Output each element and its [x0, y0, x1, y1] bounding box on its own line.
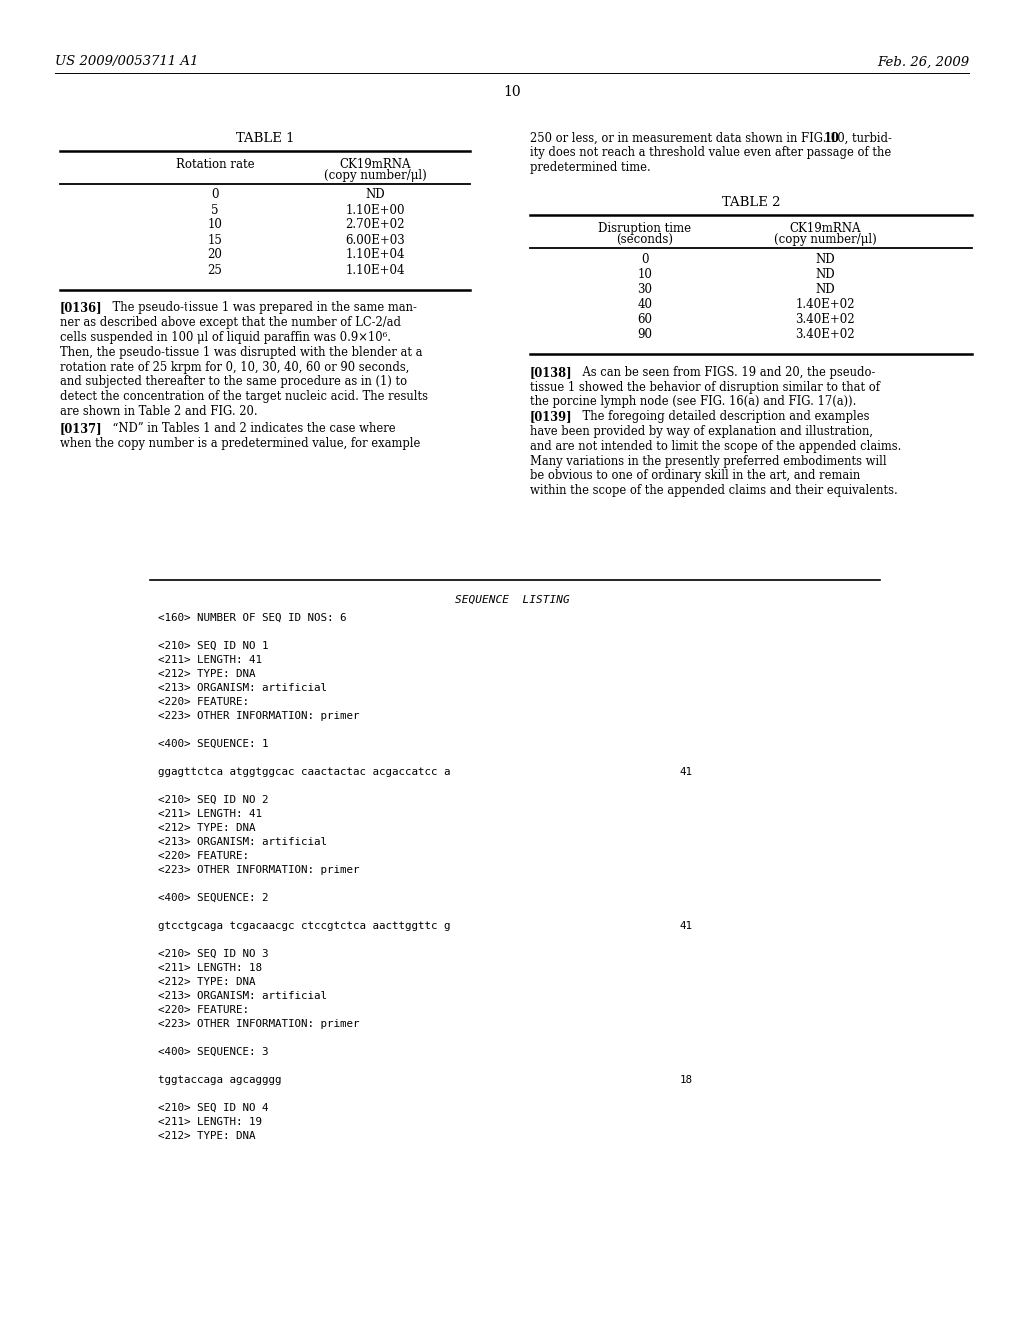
Text: <211> LENGTH: 41: <211> LENGTH: 41: [158, 655, 262, 665]
Text: [0137]: [0137]: [60, 422, 102, 434]
Text: ggagttctca atggtggcac caactactac acgaccatcc a: ggagttctca atggtggcac caactactac acgacca…: [158, 767, 451, 777]
Text: CK19mRNA: CK19mRNA: [339, 157, 411, 170]
Text: <220> FEATURE:: <220> FEATURE:: [158, 1005, 249, 1015]
Text: predetermined time.: predetermined time.: [530, 161, 650, 174]
Text: tissue 1 showed the behavior of disruption similar to that of: tissue 1 showed the behavior of disrupti…: [530, 380, 880, 393]
Text: [0139]: [0139]: [530, 411, 572, 424]
Text: 30: 30: [638, 282, 652, 296]
Text: <212> TYPE: DNA: <212> TYPE: DNA: [158, 1131, 256, 1140]
Text: 1.10E+04: 1.10E+04: [345, 248, 404, 261]
Text: [0138]: [0138]: [530, 366, 572, 379]
Text: (seconds): (seconds): [616, 232, 674, 246]
Text: 3.40E+02: 3.40E+02: [796, 313, 855, 326]
Text: 10: 10: [824, 132, 840, 144]
Text: 20: 20: [208, 248, 222, 261]
Text: 10: 10: [638, 268, 652, 281]
Text: ity does not reach a threshold value even after passage of the: ity does not reach a threshold value eve…: [530, 147, 891, 160]
Text: <213> ORGANISM: artificial: <213> ORGANISM: artificial: [158, 991, 327, 1001]
Text: <220> FEATURE:: <220> FEATURE:: [158, 851, 249, 861]
Text: (copy number/μl): (copy number/μl): [773, 232, 877, 246]
Text: <400> SEQUENCE: 3: <400> SEQUENCE: 3: [158, 1047, 268, 1057]
Text: US 2009/0053711 A1: US 2009/0053711 A1: [55, 55, 199, 69]
Text: <210> SEQ ID NO 4: <210> SEQ ID NO 4: [158, 1104, 268, 1113]
Text: <400> SEQUENCE: 2: <400> SEQUENCE: 2: [158, 894, 268, 903]
Text: tggtaccaga agcagggg: tggtaccaga agcagggg: [158, 1074, 282, 1085]
Text: TABLE 1: TABLE 1: [236, 132, 294, 144]
Text: 25: 25: [208, 264, 222, 276]
Text: 1.40E+02: 1.40E+02: [796, 298, 855, 312]
Text: <210> SEQ ID NO 3: <210> SEQ ID NO 3: [158, 949, 268, 960]
Text: Rotation rate: Rotation rate: [176, 157, 254, 170]
Text: 90: 90: [638, 327, 652, 341]
Text: <223> OTHER INFORMATION: primer: <223> OTHER INFORMATION: primer: [158, 1019, 359, 1030]
Text: within the scope of the appended claims and their equivalents.: within the scope of the appended claims …: [530, 484, 898, 498]
Text: [0136]: [0136]: [60, 301, 102, 314]
Text: SEQUENCE  LISTING: SEQUENCE LISTING: [455, 595, 569, 605]
Text: <211> LENGTH: 19: <211> LENGTH: 19: [158, 1117, 262, 1127]
Text: <212> TYPE: DNA: <212> TYPE: DNA: [158, 822, 256, 833]
Text: Disruption time: Disruption time: [598, 222, 691, 235]
Text: 1: 1: [184, 301, 193, 314]
Text: 40: 40: [638, 298, 652, 312]
Text: <210> SEQ ID NO 1: <210> SEQ ID NO 1: [158, 642, 268, 651]
Text: TABLE 2: TABLE 2: [722, 195, 780, 209]
Text: Many variations in the presently preferred embodiments will: Many variations in the presently preferr…: [530, 454, 887, 467]
Text: 41: 41: [680, 767, 693, 777]
Text: when the copy number is a predetermined value, for example: when the copy number is a predetermined …: [60, 437, 421, 450]
Text: be obvious to one of ordinary skill in the art, and remain: be obvious to one of ordinary skill in t…: [530, 470, 860, 483]
Text: 18: 18: [680, 1074, 693, 1085]
Text: 1.10E+00: 1.10E+00: [345, 203, 404, 216]
Text: 3.40E+02: 3.40E+02: [796, 327, 855, 341]
Text: 15: 15: [208, 234, 222, 247]
Text: ND: ND: [366, 189, 385, 202]
Text: 2.70E+02: 2.70E+02: [345, 219, 404, 231]
Text: 41: 41: [680, 921, 693, 931]
Text: and subjected thereafter to the same procedure as in (1) to: and subjected thereafter to the same pro…: [60, 375, 408, 388]
Text: are shown in Table 2 and FIG. 20.: are shown in Table 2 and FIG. 20.: [60, 405, 258, 418]
Text: rotation rate of 25 krpm for 0, 10, 30, 40, 60 or 90 seconds,: rotation rate of 25 krpm for 0, 10, 30, …: [60, 360, 410, 374]
Text: CK19mRNA: CK19mRNA: [790, 222, 861, 235]
Text: detect the concentration of the target nucleic acid. The results: detect the concentration of the target n…: [60, 391, 428, 404]
Text: 10: 10: [503, 84, 521, 99]
Text: cells suspended in 100 μl of liquid paraffin was 0.9×10⁶.: cells suspended in 100 μl of liquid para…: [60, 331, 391, 345]
Text: and are not intended to limit the scope of the appended claims.: and are not intended to limit the scope …: [530, 440, 901, 453]
Text: 10: 10: [208, 219, 222, 231]
Text: The pseudo-tissue 1 was prepared in the same man-: The pseudo-tissue 1 was prepared in the …: [98, 301, 417, 314]
Text: 0: 0: [211, 189, 219, 202]
Text: <223> OTHER INFORMATION: primer: <223> OTHER INFORMATION: primer: [158, 865, 359, 875]
Text: ND: ND: [815, 268, 835, 281]
Text: <223> OTHER INFORMATION: primer: <223> OTHER INFORMATION: primer: [158, 711, 359, 721]
Text: Feb. 26, 2009: Feb. 26, 2009: [877, 55, 969, 69]
Text: gtcctgcaga tcgacaacgc ctccgtctca aacttggttc g: gtcctgcaga tcgacaacgc ctccgtctca aacttgg…: [158, 921, 451, 931]
Text: (copy number/μl): (copy number/μl): [324, 169, 426, 181]
Text: the porcine lymph node (see FIG. 16(a) and FIG. 17(a)).: the porcine lymph node (see FIG. 16(a) a…: [530, 396, 856, 408]
Text: As can be seen from FIGS. 19 and 20, the pseudo-: As can be seen from FIGS. 19 and 20, the…: [568, 366, 876, 379]
Text: <213> ORGANISM: artificial: <213> ORGANISM: artificial: [158, 837, 327, 847]
Text: have been provided by way of explanation and illustration,: have been provided by way of explanation…: [530, 425, 873, 438]
Text: The foregoing detailed description and examples: The foregoing detailed description and e…: [568, 411, 869, 424]
Text: <220> FEATURE:: <220> FEATURE:: [158, 697, 249, 708]
Text: 60: 60: [638, 313, 652, 326]
Text: <211> LENGTH: 18: <211> LENGTH: 18: [158, 964, 262, 973]
Text: <400> SEQUENCE: 1: <400> SEQUENCE: 1: [158, 739, 268, 748]
Text: <213> ORGANISM: artificial: <213> ORGANISM: artificial: [158, 682, 327, 693]
Text: <212> TYPE: DNA: <212> TYPE: DNA: [158, 977, 256, 987]
Text: ND: ND: [815, 282, 835, 296]
Text: <210> SEQ ID NO 2: <210> SEQ ID NO 2: [158, 795, 268, 805]
Text: <212> TYPE: DNA: <212> TYPE: DNA: [158, 669, 256, 678]
Text: 5: 5: [211, 203, 219, 216]
Text: 0: 0: [641, 253, 649, 265]
Text: Then, the pseudo-tissue 1 was disrupted with the blender at a: Then, the pseudo-tissue 1 was disrupted …: [60, 346, 423, 359]
Text: 250 or less, or in measurement data shown in FIG. 10, turbid-: 250 or less, or in measurement data show…: [530, 132, 892, 144]
Text: ner as described above except that the number of LC-2/ad: ner as described above except that the n…: [60, 317, 401, 329]
Text: “ND” in Tables 1 and 2 indicates the case where: “ND” in Tables 1 and 2 indicates the cas…: [98, 422, 395, 434]
Text: <160> NUMBER OF SEQ ID NOS: 6: <160> NUMBER OF SEQ ID NOS: 6: [158, 612, 346, 623]
Text: 6.00E+03: 6.00E+03: [345, 234, 404, 247]
Text: <211> LENGTH: 41: <211> LENGTH: 41: [158, 809, 262, 818]
Text: ND: ND: [815, 253, 835, 265]
Text: 1.10E+04: 1.10E+04: [345, 264, 404, 276]
